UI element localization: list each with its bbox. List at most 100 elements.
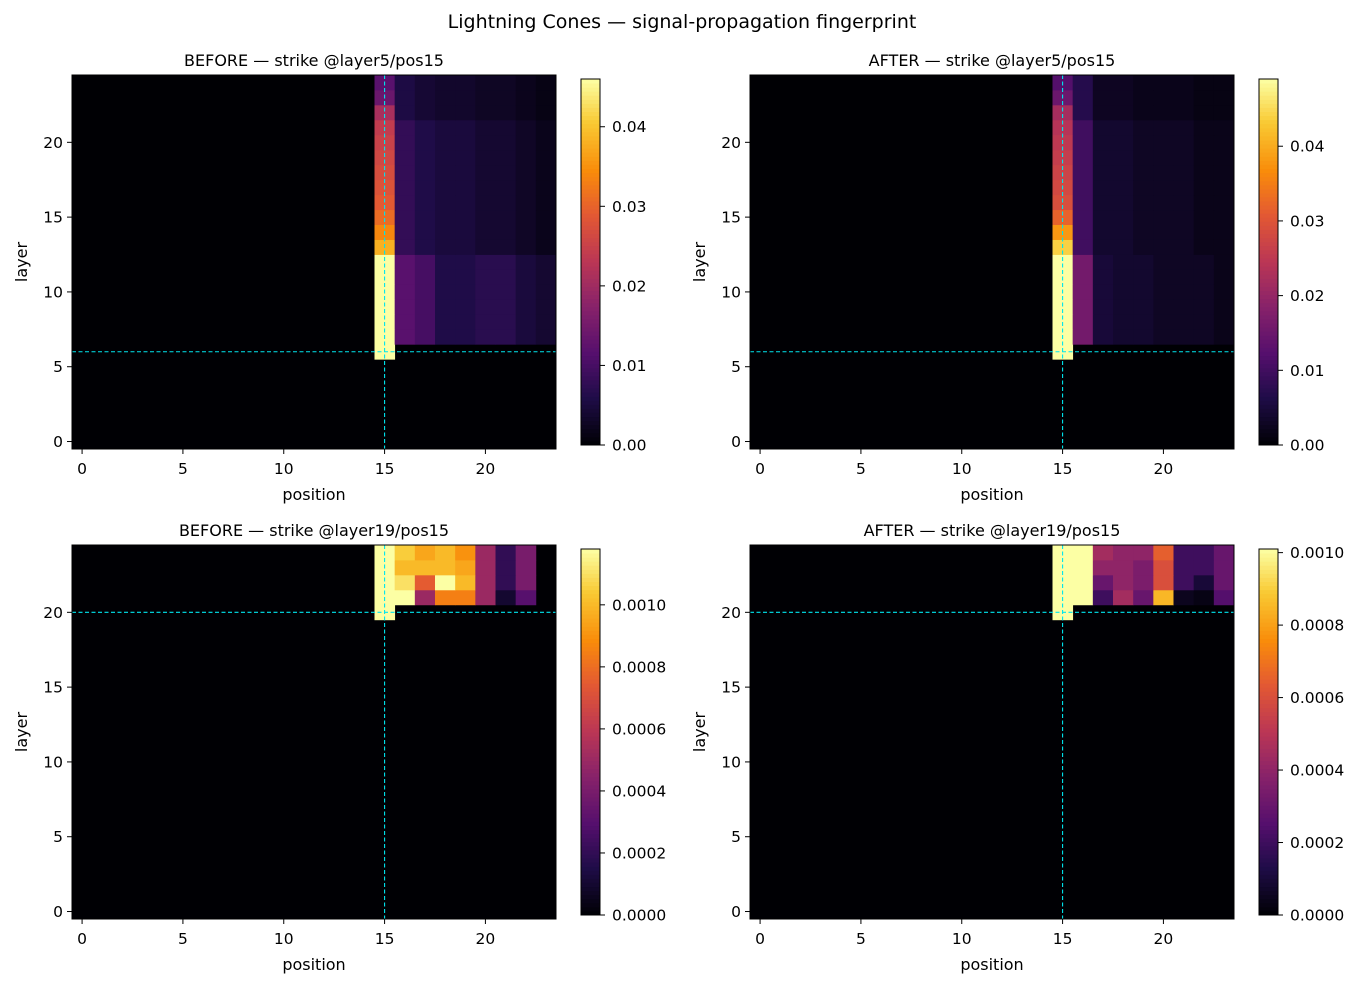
heatmap-cell: [1113, 299, 1134, 315]
colorbar-segment: [1259, 209, 1278, 214]
heatmap-cell: [1153, 194, 1174, 211]
heatmap-cell: [1113, 164, 1134, 181]
heatmap-cell: [1193, 179, 1215, 196]
x-tick-label: 5: [178, 460, 188, 478]
colorbar-segment: [1259, 135, 1278, 141]
heatmap-cell: [455, 194, 476, 211]
heatmap-cell: [455, 574, 476, 591]
heatmap-cell: [1072, 299, 1094, 315]
x-axis-label: position: [282, 485, 345, 504]
heatmap-cell: [1213, 269, 1235, 285]
colorbar-segment: [1259, 213, 1278, 218]
heatmap-cell: [515, 329, 537, 345]
colorbar-segment: [581, 756, 600, 761]
heatmap-cell: [1193, 299, 1215, 315]
colorbar-tick-label: 0.0008: [1290, 617, 1344, 635]
heatmap-cell: [475, 269, 496, 285]
heatmap-cell: [1072, 239, 1094, 255]
colorbar-segment: [581, 111, 600, 117]
axes-frame: [749, 74, 1235, 450]
heatmap-cell: [1213, 589, 1235, 606]
colorbar-tick-label: 0.01: [1290, 362, 1325, 380]
y-tick-label: 5: [53, 358, 63, 376]
heatmap-cell: [1113, 314, 1134, 330]
heatmap-cell: [1092, 589, 1114, 606]
heatmap-cell: [515, 179, 537, 196]
colorbar-segment: [581, 618, 600, 623]
colorbar-segment: [1259, 420, 1278, 426]
heatmap-cell: [455, 164, 476, 181]
colorbar-segment: [1259, 597, 1278, 603]
x-tick-label: 10: [274, 460, 294, 478]
colorbar-segment: [1259, 262, 1278, 267]
colorbar-segment: [581, 160, 600, 165]
colorbar-segment: [581, 764, 600, 770]
heatmap-cell: [414, 149, 436, 166]
heatmap-cell: [535, 119, 557, 136]
heatmap-cell: [394, 194, 416, 211]
heatmap-cell: [475, 164, 496, 181]
colorbar-segment: [1259, 776, 1278, 782]
colorbar-segment: [1259, 156, 1278, 161]
heatmap-cell: [1153, 574, 1174, 591]
heatmap-cell: [1153, 589, 1174, 606]
colorbar-segment: [1259, 302, 1278, 308]
colorbar-tick-label: 0.00: [1290, 437, 1325, 455]
heatmap-cell: [1072, 104, 1094, 121]
heatmap-cell: [495, 89, 517, 106]
colorbar-segment: [1259, 744, 1278, 749]
heatmap-cell: [414, 104, 436, 121]
heatmap-cell: [1153, 559, 1174, 576]
heatmap-cell: [495, 149, 517, 166]
colorbar-segment: [581, 589, 600, 595]
heatmap-cell: [515, 89, 537, 106]
heatmap-cell: [1072, 269, 1094, 285]
colorbar-segment: [1259, 148, 1278, 153]
heatmap-cell: [1213, 574, 1235, 591]
heatmap-cell: [1113, 194, 1134, 211]
colorbar-segment: [1259, 115, 1278, 121]
heatmap-cell: [535, 104, 557, 121]
x-tick-label: 20: [1154, 460, 1174, 478]
colorbar-segment: [581, 99, 600, 104]
heatmap-cell: [1173, 104, 1195, 121]
colorbar-segment: [1259, 561, 1278, 566]
heatmap-cell: [1072, 164, 1094, 181]
colorbar-segment: [1259, 83, 1278, 88]
colorbar-segment: [581, 732, 600, 737]
colorbar-segment: [581, 270, 600, 275]
heatmap-cell: [515, 134, 537, 151]
heatmap-cell: [1173, 179, 1195, 196]
colorbar-segment: [1259, 233, 1278, 239]
heatmap-cell: [1133, 545, 1154, 561]
heatmap-cell: [455, 269, 476, 285]
y-tick-label: 10: [721, 753, 741, 771]
heatmap-cell: [455, 75, 476, 91]
colorbar-segment: [1259, 318, 1278, 324]
heatmap-cell: [535, 164, 557, 181]
heatmap-cell: [1213, 194, 1235, 211]
heatmap-cell: [475, 545, 496, 561]
heatmap-cell: [1113, 89, 1134, 106]
heatmap-cell: [435, 164, 456, 181]
colorbar-segment: [581, 634, 600, 639]
colorbar-segment: [1259, 573, 1278, 578]
heatmap-cell: [535, 314, 557, 330]
heatmap-cell: [1072, 254, 1094, 270]
colorbar-segment: [1259, 274, 1278, 279]
colorbar-segment: [581, 622, 600, 627]
colorbar-segment: [1259, 323, 1278, 328]
colorbar-segment: [581, 849, 600, 855]
colorbar-segment: [1259, 347, 1278, 352]
colorbar-segment: [1259, 593, 1278, 599]
heatmap-cell: [495, 254, 517, 270]
heatmap-cell: [475, 254, 496, 270]
panel-title: AFTER — strike @layer19/pos15: [864, 521, 1121, 540]
colorbar-segment: [1259, 862, 1278, 867]
colorbar-segment: [1259, 351, 1278, 357]
heatmap-cell: [1092, 134, 1114, 151]
heatmap-cell: [1153, 284, 1174, 300]
x-tick-label: 15: [375, 460, 395, 478]
colorbar-segment: [1259, 813, 1278, 818]
